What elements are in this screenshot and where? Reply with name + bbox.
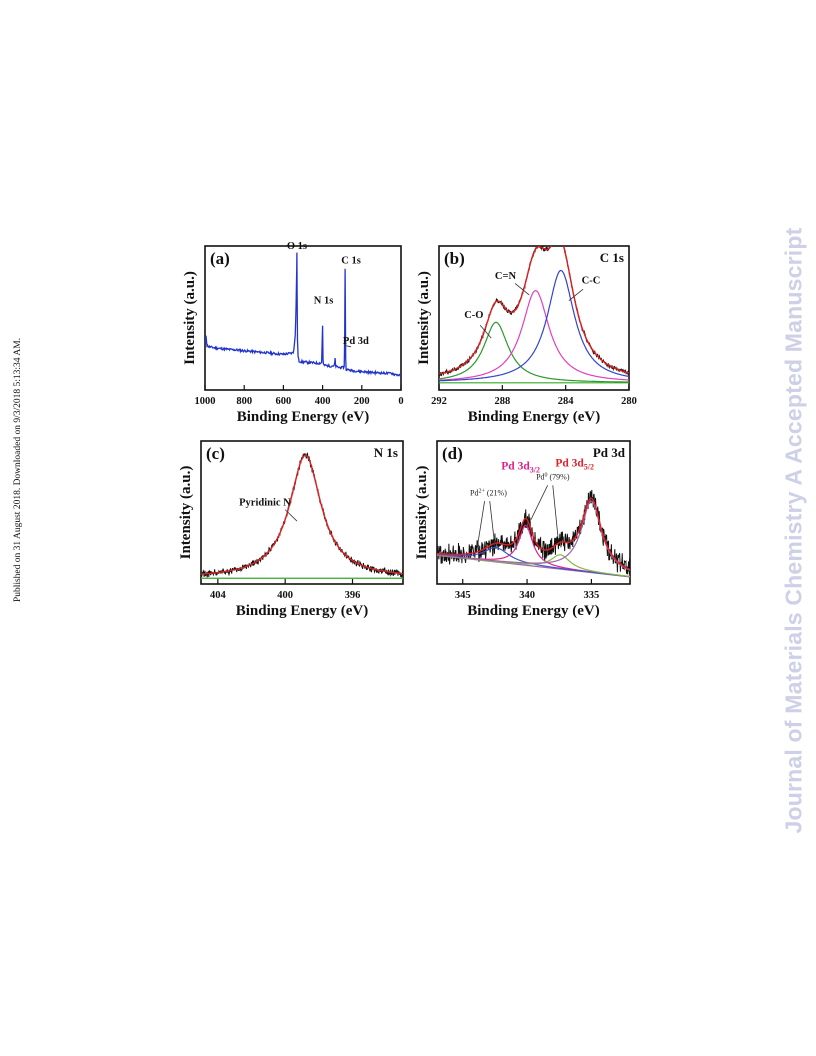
plot-frame-b (438, 245, 630, 391)
x-tick-label-b-1: 288 (494, 396, 510, 407)
x-tick-label-a-5: 0 (398, 396, 403, 407)
panel-title-d: Pd 3d (593, 445, 626, 460)
x-axis-title-d: Binding Energy (eV) (467, 603, 600, 619)
x-tick-label-a-1: 800 (236, 396, 252, 407)
annotation-b-0: C-O (464, 310, 483, 321)
x-tick-label-b-0: 292 (431, 396, 447, 407)
leader-line-a-0 (344, 344, 352, 348)
annotation-d-0: Pd 3d3/2 (501, 461, 540, 475)
leader-line-d-0 (489, 501, 496, 547)
y-axis-title-b: Intensity (a.u.) (416, 271, 432, 365)
curves-d (437, 489, 630, 578)
x-tick-label-a-0: 1000 (195, 396, 216, 407)
journal-watermark: Journal of Materials Chemistry A Accepte… (780, 227, 807, 833)
x-tick-label-c-2: 396 (345, 590, 361, 601)
plot-frame-a (204, 245, 402, 391)
panel-label-c: (c) (206, 444, 225, 463)
journal-watermark-container: Journal of Materials Chemistry A Accepte… (770, 140, 816, 920)
panel-title-b: C 1s (600, 250, 624, 265)
x-tick-label-c-0: 404 (210, 590, 227, 601)
annotation-a-2: C 1s (341, 255, 361, 266)
curves-a (205, 252, 401, 377)
curves-c (201, 452, 403, 579)
curves-b (439, 246, 629, 384)
component-c-c (439, 269, 629, 382)
panel-label-b: (b) (444, 249, 465, 268)
plot-frame-c (200, 440, 404, 585)
annotation-b-2: C-C (582, 275, 601, 286)
x-axis-title-b: Binding Energy (eV) (468, 409, 601, 425)
leader-line-d-1 (476, 500, 486, 550)
panel-title-c: N 1s (374, 445, 398, 460)
annotation-d-1: Pd 3d5/2 (555, 458, 594, 472)
x-tick-label-a-2: 600 (276, 396, 292, 407)
chart-panel-a: 1000 800 600 400 200 0 Binding Energy (eV) Inte… (182, 241, 404, 425)
x-tick-label-d-0: 345 (455, 590, 471, 601)
y-axis-title-c: Intensity (a.u.) (178, 466, 194, 560)
x-axis-title-a: Binding Energy (eV) (237, 409, 370, 425)
annotation-a-0: O 1s (287, 241, 307, 252)
annotation-c-0: Pyridinic N (239, 497, 291, 508)
x-tick-label-a-3: 400 (315, 396, 331, 407)
x-tick-label-b-3: 280 (621, 396, 637, 407)
leader-line-d-3 (530, 485, 549, 520)
xps-figure-svg: 1000 800 600 400 200 0 Binding Energy (eV) Inte… (178, 241, 637, 619)
publication-note: Published on 31 August 2018. Downloaded … (13, 337, 24, 603)
y-axis-title-a: Intensity (a.u.) (182, 271, 198, 365)
leader-line-b-0 (479, 324, 492, 339)
annotation-b-1: C=N (495, 271, 517, 282)
chart-panel-c: 404 400 396 Binding Energy (eV) Intensity (a… (178, 440, 404, 619)
leader-line-c-0 (284, 509, 298, 522)
survey-line (205, 252, 401, 377)
component-c-n (439, 289, 629, 381)
publication-note-container: Published on 31 August 2018. Downloaded … (6, 320, 30, 620)
fit-envelope-d (437, 497, 630, 571)
fit-envelope-b (439, 246, 629, 375)
annotation-a-3: Pd 3d (343, 336, 369, 347)
chart-panel-d: 345 340 335 Binding Energy (eV) Intensity (a… (414, 440, 631, 619)
panel-label-a: (a) (210, 249, 230, 268)
annotation-a-1: N 1s (314, 296, 334, 307)
x-tick-label-d-1: 340 (519, 590, 535, 601)
chart-panel-b: 292 288 284 280 Binding Energy (eV) Intensity… (416, 245, 637, 425)
fit-envelope-c (201, 454, 403, 575)
y-axis-title-d: Intensity (a.u.) (414, 466, 430, 560)
annotation-d-2: Pd0 (79%) (536, 473, 570, 482)
xps-figure: 1000 800 600 400 200 0 Binding Energy (eV) Inte… (175, 236, 645, 631)
x-tick-label-c-1: 400 (277, 590, 293, 601)
component-c-o (439, 321, 629, 383)
x-axis-title-c: Binding Energy (eV) (236, 603, 369, 619)
leader-line-b-2 (568, 288, 584, 302)
x-tick-label-d-2: 335 (584, 590, 600, 601)
x-tick-label-a-4: 200 (354, 396, 370, 407)
x-tick-label-b-2: 284 (558, 396, 575, 407)
leader-line-b-1 (514, 283, 530, 296)
leader-line-d-2 (552, 485, 559, 537)
annotation-d-3: Pd2+ (21%) (470, 488, 507, 497)
panel-label-d: (d) (442, 444, 463, 463)
